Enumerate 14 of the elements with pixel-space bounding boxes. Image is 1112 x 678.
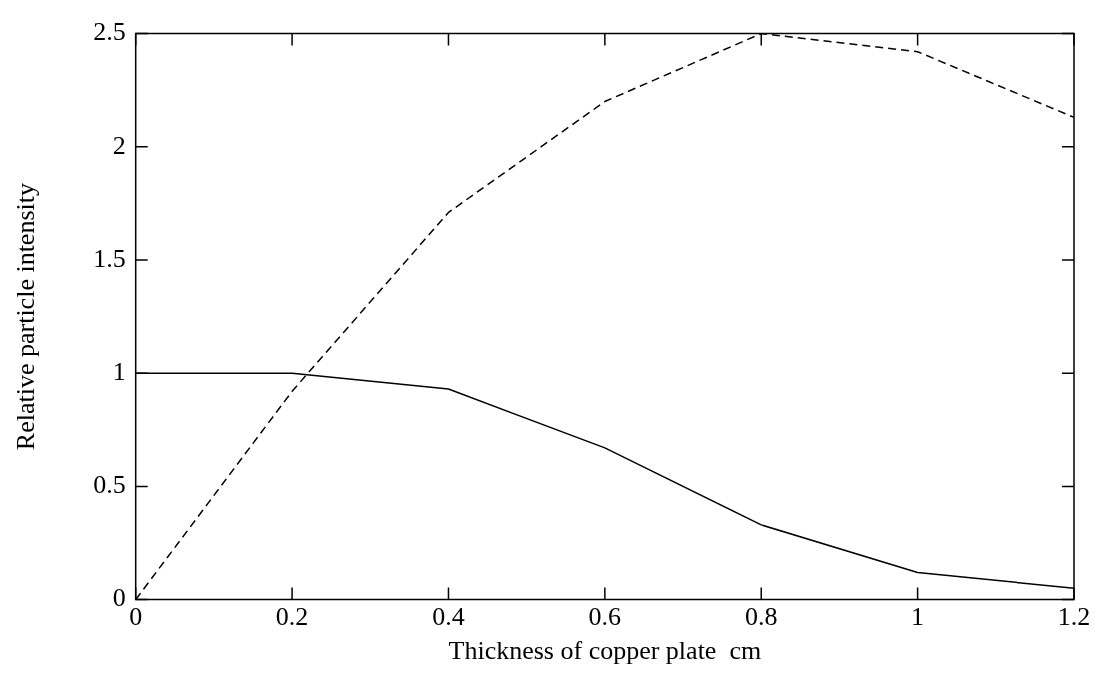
x-tick-label: 0.2 — [275, 602, 309, 632]
x-tick-label: 1.2 — [1057, 602, 1091, 632]
y-axis-title: Relative particle intensity — [11, 183, 41, 451]
y-tick-label: 2.5 — [93, 17, 126, 47]
y-tick-label: 0 — [112, 583, 126, 613]
x-tick-label: 0.4 — [432, 602, 465, 632]
x-axis-title: Thickness of copper plate cm — [448, 636, 762, 666]
x-tick-label: 0.6 — [588, 602, 622, 632]
y-tick-label: 1 — [112, 357, 126, 387]
y-tick-label: 2 — [112, 130, 126, 160]
x-tick-label: 0.8 — [744, 602, 778, 632]
y-tick-label: 1.5 — [93, 243, 126, 273]
y-tick-label: 0.5 — [93, 470, 126, 500]
x-tick-label: 1 — [911, 602, 925, 632]
